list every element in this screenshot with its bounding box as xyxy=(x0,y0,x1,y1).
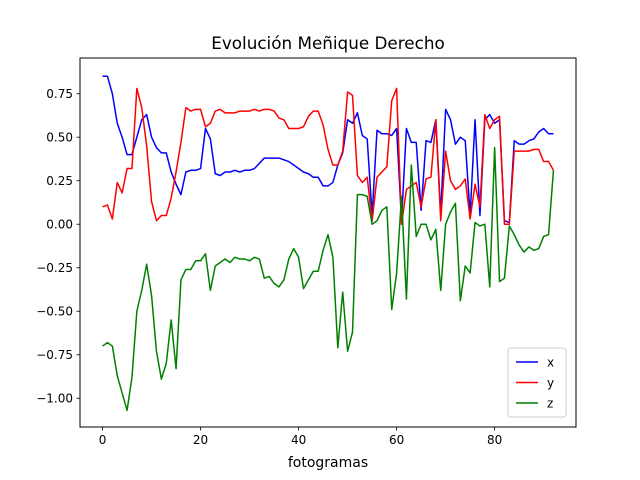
y-tick-label: −0.25 xyxy=(36,261,73,275)
y-tick-label: −0.50 xyxy=(36,305,73,319)
series-line-x xyxy=(102,75,554,224)
y-tick-label: −1.00 xyxy=(36,392,73,406)
legend-label-z: z xyxy=(547,397,553,411)
y-tick-label: 0.75 xyxy=(46,87,73,101)
x-tick-label: 60 xyxy=(389,433,404,447)
series-line-y xyxy=(102,87,555,225)
series-line-z xyxy=(102,146,555,412)
y-axis: −1.00 −0.75 −0.50 −0.25 0.00 0.25 0.50 0.75 xyxy=(36,87,80,406)
y-tick-label: −0.75 xyxy=(36,348,73,362)
y-tick-label: 0.50 xyxy=(46,130,73,144)
x-tick-label: 20 xyxy=(193,433,208,447)
x-tick-label: 80 xyxy=(487,433,502,447)
legend: xyz xyxy=(507,347,567,418)
x-tick-label: 40 xyxy=(291,433,306,447)
x-axis: 0 20 40 60 80 xyxy=(99,427,502,447)
x-tick-label: 0 xyxy=(99,433,107,447)
y-tick-label: 0.00 xyxy=(46,218,73,232)
legend-label-x: x xyxy=(547,356,554,370)
x-axis-label: fotogramas xyxy=(288,455,368,471)
plot-lines xyxy=(102,75,555,412)
plot-frame xyxy=(79,57,577,428)
legend-label-y: y xyxy=(547,376,554,390)
chart-title: Evolución Meñique Derecho xyxy=(211,33,445,53)
y-tick-label: 0.25 xyxy=(46,174,73,188)
